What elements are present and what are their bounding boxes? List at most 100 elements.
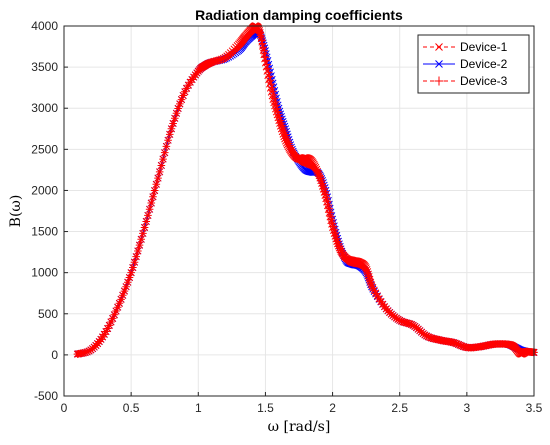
legend: Device-1 Device-2 Device-3	[417, 34, 530, 94]
data-point-marker	[122, 282, 130, 291]
data-point-marker	[399, 318, 407, 326]
data-point-marker	[426, 333, 434, 342]
data-point-marker	[90, 343, 99, 351]
data-point-marker	[258, 36, 266, 45]
data-point-marker	[454, 340, 463, 349]
data-point-marker	[112, 307, 120, 315]
y-tick-label: 2000	[31, 183, 58, 197]
data-point-marker	[267, 80, 276, 88]
data-point-marker	[337, 246, 345, 255]
data-point-marker	[322, 190, 330, 199]
x-tick-label: 2.5	[391, 401, 408, 415]
data-point-marker	[286, 143, 295, 152]
data-point-marker	[385, 308, 394, 317]
data-point-marker	[323, 197, 332, 206]
chart-title: Radiation damping coefficients	[195, 7, 403, 23]
data-point-marker	[149, 192, 157, 201]
data-point-marker	[107, 318, 115, 326]
data-point-marker	[137, 235, 146, 244]
data-point-marker	[451, 339, 459, 347]
data-point-marker	[269, 87, 277, 96]
data-point-marker	[123, 278, 132, 287]
data-point-marker	[167, 124, 176, 133]
data-point-marker	[255, 28, 264, 36]
x-tick-label: 3	[464, 401, 471, 415]
data-point-marker	[130, 258, 139, 267]
x-axis-label: ω [rad/s]	[268, 419, 331, 435]
y-tick-label: 500	[38, 307, 58, 321]
data-point-marker	[132, 252, 140, 261]
data-point-marker	[327, 212, 335, 221]
data-point-marker	[176, 100, 184, 108]
data-point-marker	[328, 219, 337, 228]
data-point-marker	[264, 64, 272, 73]
data-point-marker	[271, 98, 280, 106]
data-point-marker	[219, 55, 228, 63]
data-point-marker	[264, 68, 273, 77]
data-point-marker	[327, 216, 336, 224]
data-point-marker	[382, 305, 391, 313]
data-point-marker	[108, 314, 117, 323]
data-point-marker	[336, 244, 344, 253]
data-point-marker	[263, 60, 271, 69]
data-point-marker	[140, 223, 149, 232]
data-point-marker	[458, 342, 466, 350]
data-point-marker	[362, 266, 370, 274]
data-point-marker	[165, 130, 174, 139]
legend-item-device-3: Device-3	[423, 74, 508, 88]
y-axis-ticks: -500 0 500 1000 1500 2000 2500 3000 3500 4000	[31, 19, 68, 403]
x-tick-label: 2	[329, 401, 336, 415]
data-point-marker	[268, 83, 276, 92]
data-point-marker	[452, 339, 461, 348]
data-point-marker	[172, 109, 181, 118]
data-point-marker	[174, 104, 182, 113]
y-tick-label: 0	[51, 348, 58, 362]
data-point-marker	[216, 56, 224, 64]
data-point-marker	[118, 291, 127, 300]
legend-label: Device-2	[460, 57, 508, 71]
data-point-marker	[322, 193, 331, 202]
data-point-marker	[92, 341, 100, 350]
data-point-marker	[88, 344, 97, 353]
data-point-marker	[273, 104, 281, 113]
data-point-marker	[395, 316, 404, 325]
data-point-marker	[142, 217, 151, 226]
x-tick-label: 3.5	[526, 401, 543, 415]
data-point-marker	[326, 208, 334, 217]
x-tick-label: 0	[61, 401, 68, 415]
data-point-marker	[329, 222, 338, 231]
data-point-marker	[181, 87, 189, 96]
data-point-marker	[83, 348, 91, 356]
data-point-marker	[270, 91, 278, 99]
data-point-marker	[456, 341, 464, 350]
legend-label: Device-3	[460, 74, 508, 88]
data-point-marker	[125, 273, 134, 282]
y-tick-label: 1000	[31, 266, 58, 280]
data-point-marker	[405, 320, 414, 328]
data-point-marker	[262, 56, 271, 65]
data-point-marker	[270, 94, 279, 103]
data-point-marker	[363, 268, 371, 276]
y-tick-label: 3500	[31, 60, 58, 74]
data-point-marker	[384, 306, 392, 315]
data-point-marker	[162, 142, 171, 151]
data-point-marker	[422, 332, 431, 340]
data-point-marker	[397, 317, 406, 326]
data-point-marker	[285, 141, 294, 150]
data-point-marker	[260, 46, 268, 55]
legend-marker	[435, 43, 443, 51]
data-point-marker	[258, 39, 267, 48]
data-point-marker	[157, 161, 166, 170]
y-tick-label: 3000	[31, 101, 58, 115]
data-point-marker	[260, 50, 269, 58]
legend-marker	[435, 60, 443, 68]
data-point-marker	[160, 148, 169, 157]
data-point-marker	[182, 84, 191, 93]
data-point-marker	[424, 333, 433, 341]
data-point-marker	[449, 338, 458, 347]
axes-box	[63, 25, 535, 397]
x-tick-label: 1	[195, 401, 202, 415]
y-tick-label: -500	[34, 389, 58, 403]
data-point-marker	[272, 101, 281, 110]
data-point-marker	[421, 331, 429, 339]
